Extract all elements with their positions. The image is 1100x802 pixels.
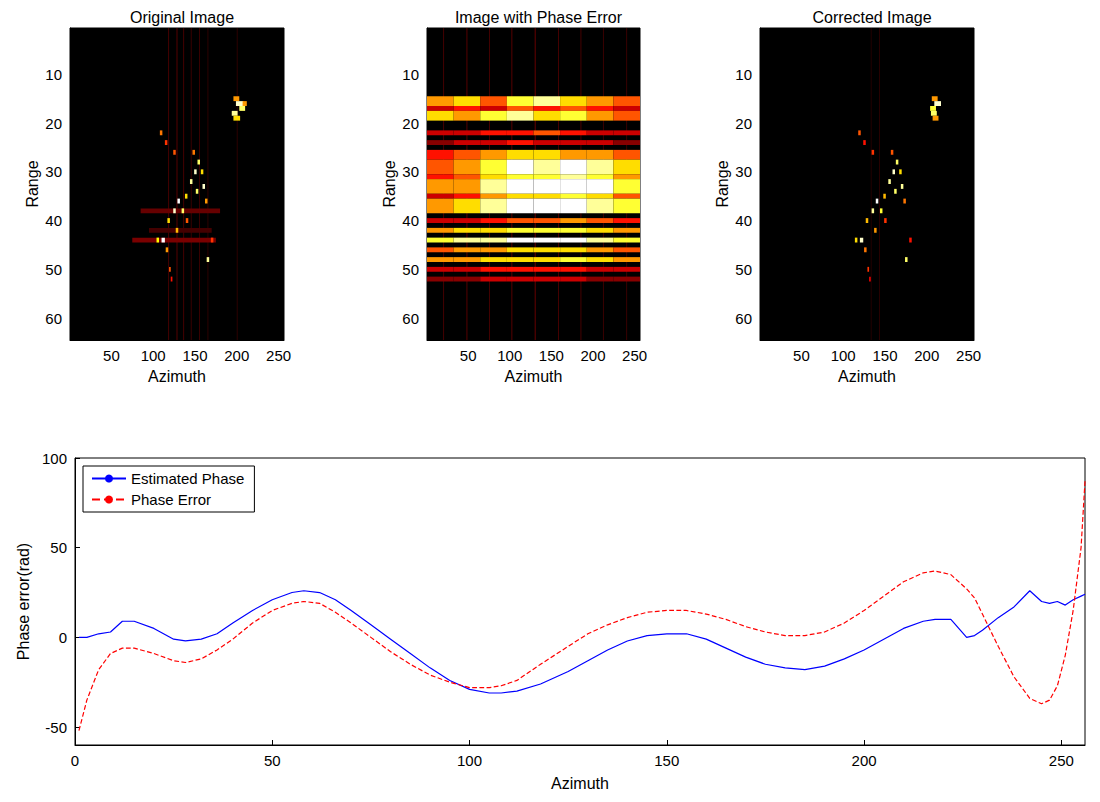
svg-text:100: 100 bbox=[457, 752, 482, 769]
svg-text:50: 50 bbox=[460, 347, 477, 364]
svg-text:50: 50 bbox=[50, 539, 67, 556]
svg-text:250: 250 bbox=[622, 347, 647, 364]
svg-text:30: 30 bbox=[45, 163, 62, 180]
svg-text:60: 60 bbox=[45, 310, 62, 327]
svg-text:200: 200 bbox=[580, 347, 605, 364]
svg-text:0: 0 bbox=[71, 752, 79, 769]
svg-text:150: 150 bbox=[872, 347, 897, 364]
svg-text:Azimuth: Azimuth bbox=[505, 368, 563, 385]
svg-text:Corrected Image: Corrected Image bbox=[812, 9, 931, 26]
svg-text:Phase error(rad): Phase error(rad) bbox=[15, 543, 32, 660]
svg-text:100: 100 bbox=[831, 347, 856, 364]
svg-text:10: 10 bbox=[735, 66, 752, 83]
svg-text:40: 40 bbox=[45, 212, 62, 229]
svg-text:-50: -50 bbox=[45, 719, 67, 736]
svg-text:Range: Range bbox=[24, 160, 41, 207]
svg-text:Azimuth: Azimuth bbox=[148, 368, 206, 385]
svg-text:Range: Range bbox=[714, 160, 731, 207]
svg-text:40: 40 bbox=[402, 212, 419, 229]
svg-text:20: 20 bbox=[45, 115, 62, 132]
svg-text:50: 50 bbox=[45, 261, 62, 278]
svg-text:150: 150 bbox=[654, 752, 679, 769]
svg-text:100: 100 bbox=[42, 450, 67, 467]
svg-text:Phase Error: Phase Error bbox=[131, 491, 211, 508]
svg-text:Azimuth: Azimuth bbox=[551, 775, 609, 792]
svg-text:Estimated Phase: Estimated Phase bbox=[131, 470, 244, 487]
svg-text:0: 0 bbox=[59, 629, 67, 646]
svg-text:Azimuth: Azimuth bbox=[838, 368, 896, 385]
svg-text:150: 150 bbox=[182, 347, 207, 364]
svg-text:250: 250 bbox=[266, 347, 291, 364]
svg-text:50: 50 bbox=[103, 347, 120, 364]
svg-text:250: 250 bbox=[956, 347, 981, 364]
svg-text:50: 50 bbox=[735, 261, 752, 278]
svg-text:40: 40 bbox=[735, 212, 752, 229]
svg-text:20: 20 bbox=[735, 115, 752, 132]
svg-text:200: 200 bbox=[852, 752, 877, 769]
svg-text:150: 150 bbox=[539, 347, 564, 364]
svg-text:250: 250 bbox=[1049, 752, 1074, 769]
svg-text:100: 100 bbox=[141, 347, 166, 364]
svg-text:50: 50 bbox=[793, 347, 810, 364]
svg-text:Range: Range bbox=[381, 160, 398, 207]
svg-text:Original Image: Original Image bbox=[130, 9, 234, 26]
svg-text:50: 50 bbox=[402, 261, 419, 278]
svg-text:10: 10 bbox=[402, 66, 419, 83]
svg-text:200: 200 bbox=[914, 347, 939, 364]
svg-text:30: 30 bbox=[735, 163, 752, 180]
svg-text:30: 30 bbox=[402, 163, 419, 180]
svg-text:50: 50 bbox=[264, 752, 281, 769]
svg-text:60: 60 bbox=[735, 310, 752, 327]
svg-text:60: 60 bbox=[402, 310, 419, 327]
svg-text:100: 100 bbox=[497, 347, 522, 364]
svg-text:20: 20 bbox=[402, 115, 419, 132]
svg-text:200: 200 bbox=[224, 347, 249, 364]
svg-text:Image with Phase Error: Image with Phase Error bbox=[455, 9, 623, 26]
svg-text:10: 10 bbox=[45, 66, 62, 83]
